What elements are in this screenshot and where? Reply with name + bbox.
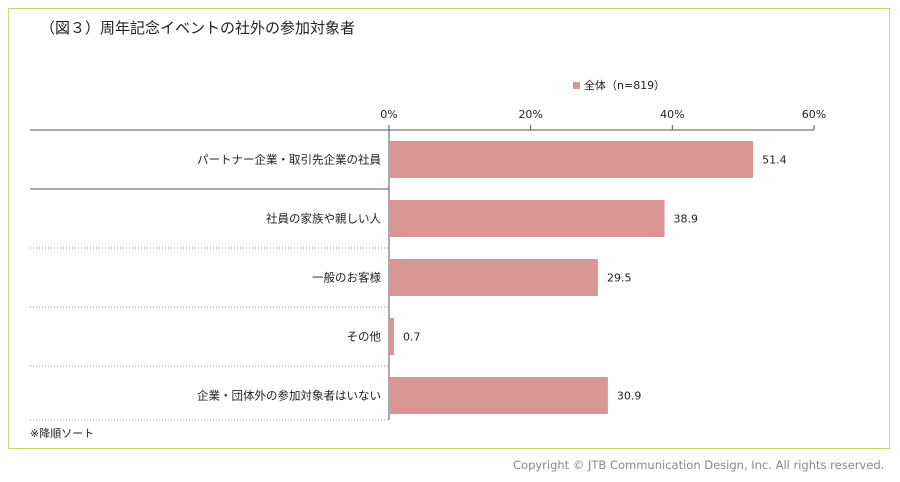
category-label: パートナー企業・取引先企業の社員 (197, 153, 381, 167)
legend-label: 全体（n=819） (584, 78, 665, 92)
value-label: 51.4 (762, 154, 787, 167)
value-label: 29.5 (607, 272, 632, 285)
copyright-text: Copyright © JTB Communication Design, In… (513, 458, 885, 472)
x-tick-label: 60% (802, 108, 826, 121)
sort-note: ※降順ソート (30, 427, 95, 440)
chart-frame (8, 8, 890, 449)
value-label: 38.9 (674, 213, 699, 226)
bar (389, 377, 608, 414)
bar (389, 200, 665, 237)
category-label: 社員の家族や親しい人 (266, 212, 381, 226)
category-label: 企業・団体外の参加対象者はいない (197, 389, 381, 403)
category-label: その他 (347, 330, 382, 344)
bar (389, 141, 754, 178)
legend-swatch (573, 82, 580, 89)
chart-title: （図３）周年記念イベントの社外の参加対象者 (40, 19, 356, 37)
bar (389, 318, 394, 355)
x-tick-label: 0% (380, 108, 397, 121)
x-tick-label: 40% (660, 108, 684, 121)
value-label: 0.7 (403, 331, 421, 344)
x-tick-label: 20% (518, 108, 542, 121)
category-label: 一般のお客様 (312, 271, 381, 285)
value-label: 30.9 (617, 390, 642, 403)
bar (389, 259, 598, 296)
